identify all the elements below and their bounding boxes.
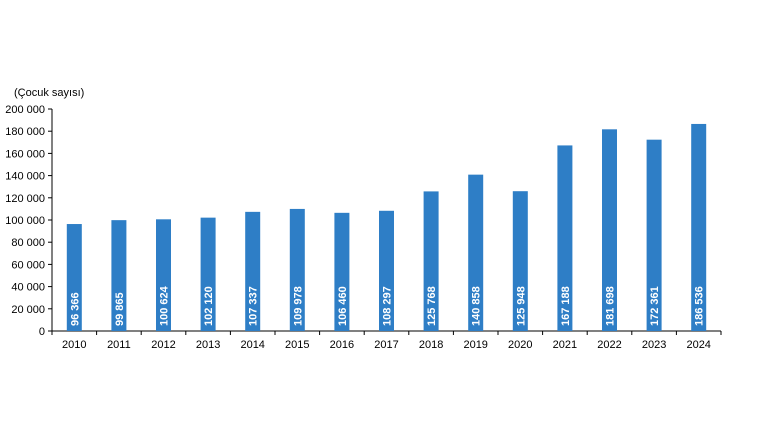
bar-value-label: 181 698: [605, 286, 617, 326]
x-tick-label: 2011: [107, 339, 131, 351]
x-tick-label: 2012: [151, 339, 175, 351]
y-tick-label: 120 000: [5, 193, 45, 205]
y-axis: 0 20 000 40 000 60 000 80 000 100 000 120 000 1…: [5, 104, 53, 338]
bar-value-label: 140 858: [471, 286, 483, 326]
x-tick-label: 2024: [686, 339, 710, 351]
bar-2017: [379, 210, 394, 331]
x-tick-label: 2010: [62, 339, 86, 351]
bar-2015: [289, 208, 305, 331]
y-tick-label: 80 000: [11, 237, 45, 249]
bar-2016: [334, 212, 350, 331]
x-tick-label: 2021: [553, 339, 577, 351]
bar-2022: [602, 129, 617, 331]
y-tick-label: 20 000: [11, 304, 45, 316]
bars: 96 366 99 865 100 624 102 120 107 337 109 978…: [66, 123, 707, 331]
bar-2011: [111, 220, 127, 331]
bar-value-label: 186 536: [694, 286, 706, 326]
bar-value-label: 107 337: [248, 286, 260, 326]
bar-2023: [646, 139, 662, 331]
bar-2024: [691, 123, 707, 331]
bar-value-label: 167 188: [560, 286, 572, 326]
y-tick-label: 40 000: [11, 282, 45, 294]
x-tick-label: 2020: [508, 339, 532, 351]
x-tick-label: 2016: [330, 339, 354, 351]
y-tick-label: 160 000: [5, 148, 45, 160]
bar-value-label: 100 624: [159, 285, 171, 326]
y-tick-label: 180 000: [5, 126, 45, 138]
bar-value-label: 96 366: [69, 292, 81, 326]
y-axis-unit-label: (Çocuk sayısı): [14, 87, 84, 99]
x-tick-label: 2017: [374, 339, 398, 351]
bar-value-label: 109 978: [292, 286, 304, 326]
x-tick-label: 2015: [285, 339, 309, 351]
bar-value-label: 108 297: [382, 286, 394, 326]
bar-2018: [423, 191, 439, 331]
x-tick-label: 2019: [463, 339, 487, 351]
bar-value-label: 172 361: [649, 286, 661, 326]
y-tick-label: 140 000: [5, 171, 45, 183]
bar-2010: [66, 224, 82, 331]
x-tick-label: 2013: [196, 339, 220, 351]
bar-2019: [468, 174, 484, 331]
bar-2013: [200, 217, 216, 331]
x-tick-label: 2018: [419, 339, 443, 351]
bar-value-label: 125 948: [515, 286, 527, 326]
bar-value-label: 102 120: [203, 286, 215, 326]
bar-value-label: 106 460: [337, 286, 349, 326]
x-axis: 2010 2011 2012 2013 2014 2015 2016 2017 2018 2019…: [51, 330, 722, 351]
bar-2021: [557, 145, 573, 331]
bar-2014: [245, 211, 261, 331]
x-tick-label: 2014: [240, 339, 264, 351]
x-tick-label: 2023: [642, 339, 666, 351]
bar-2020: [512, 191, 528, 331]
bar-2012: [156, 219, 171, 331]
y-tick-label: 60 000: [11, 259, 45, 271]
y-tick-label: 200 000: [5, 104, 45, 116]
x-tick-label: 2022: [597, 339, 621, 351]
y-tick-label: 0: [39, 326, 45, 338]
y-tick-label: 100 000: [5, 215, 45, 227]
bar-value-label: 99 865: [114, 292, 126, 326]
bar-value-label: 125 768: [426, 286, 438, 326]
